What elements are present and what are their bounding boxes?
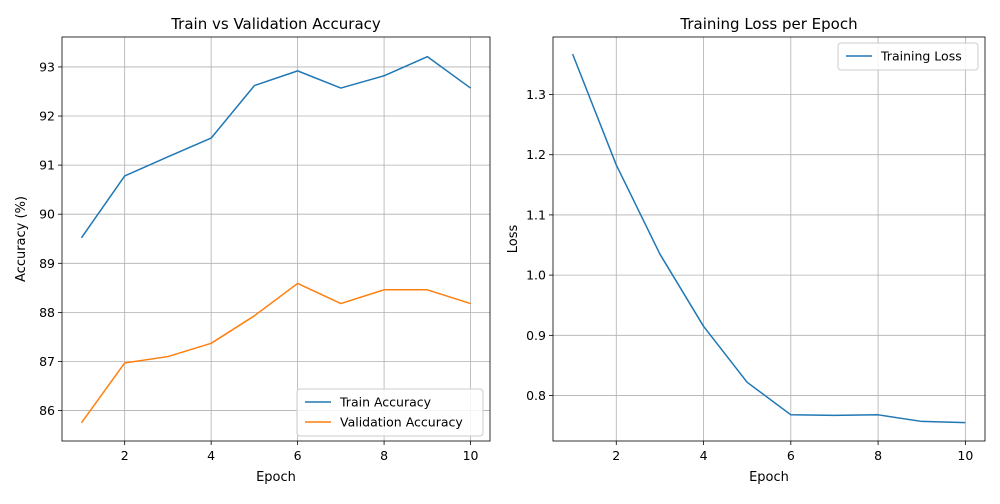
legend-label-1: Training Loss	[880, 49, 962, 64]
y-tick-label: 91	[39, 158, 55, 173]
legend: Train Accuracy Validation Accuracy	[296, 388, 484, 437]
y-tick-label: 0.9	[526, 328, 546, 343]
legend-label-1: Train Accuracy	[339, 395, 432, 410]
legend-label-2: Validation Accuracy	[340, 415, 463, 430]
x-tick-label: 6	[294, 448, 302, 463]
y-tick-label: 1.3	[526, 87, 546, 102]
y-tick-label: 87	[39, 354, 55, 369]
y-tick-label: 1.0	[526, 268, 546, 283]
series-line-1	[80, 55, 471, 239]
y-axis-label: Loss	[506, 225, 521, 254]
x-tick-label: 4	[207, 448, 215, 463]
y-tick-label: 88	[39, 305, 55, 320]
legend-box	[296, 388, 484, 437]
y-tick-label: 86	[39, 403, 55, 418]
axes-frame	[552, 36, 986, 442]
x-tick-label: 2	[121, 448, 129, 463]
legend: Training Loss	[837, 42, 979, 71]
x-tick-label: 8	[380, 448, 388, 463]
x-tick-label: 10	[957, 448, 973, 463]
x-tick-label: 2	[612, 448, 620, 463]
x-axis-label: Epoch	[749, 470, 789, 485]
x-axis-label: Epoch	[256, 470, 296, 485]
y-tick-label: 1.2	[526, 147, 546, 162]
y-tick-label: 90	[39, 207, 55, 222]
y-tick-label: 0.8	[526, 388, 546, 403]
x-tick-label: 8	[874, 448, 882, 463]
chart-title: Training Loss per Epoch	[679, 15, 857, 33]
legend-box	[837, 42, 979, 71]
series-line-1	[571, 53, 966, 424]
x-tick-label: 6	[787, 448, 795, 463]
y-tick-label: 92	[39, 109, 55, 124]
series-line-2	[80, 282, 471, 424]
y-tick-label: 1.1	[526, 207, 546, 222]
chart-1: 2 4 6 8 10 86 87 88 89 90 91 92 93 Train vs Validatio…	[14, 15, 491, 485]
chart-2: 2 4 6 8 10 0.8 0.9 1.0 1.1 1.2 1.3 Training Loss pe…	[506, 15, 986, 485]
x-tick-label: 4	[700, 448, 708, 463]
y-axis-label: Accuracy (%)	[14, 196, 29, 282]
chart-title: Train vs Validation Accuracy	[170, 15, 381, 33]
axes-frame	[61, 36, 491, 442]
y-tick-label: 93	[39, 59, 55, 74]
x-tick-label: 10	[463, 448, 479, 463]
y-tick-label: 89	[39, 256, 55, 271]
